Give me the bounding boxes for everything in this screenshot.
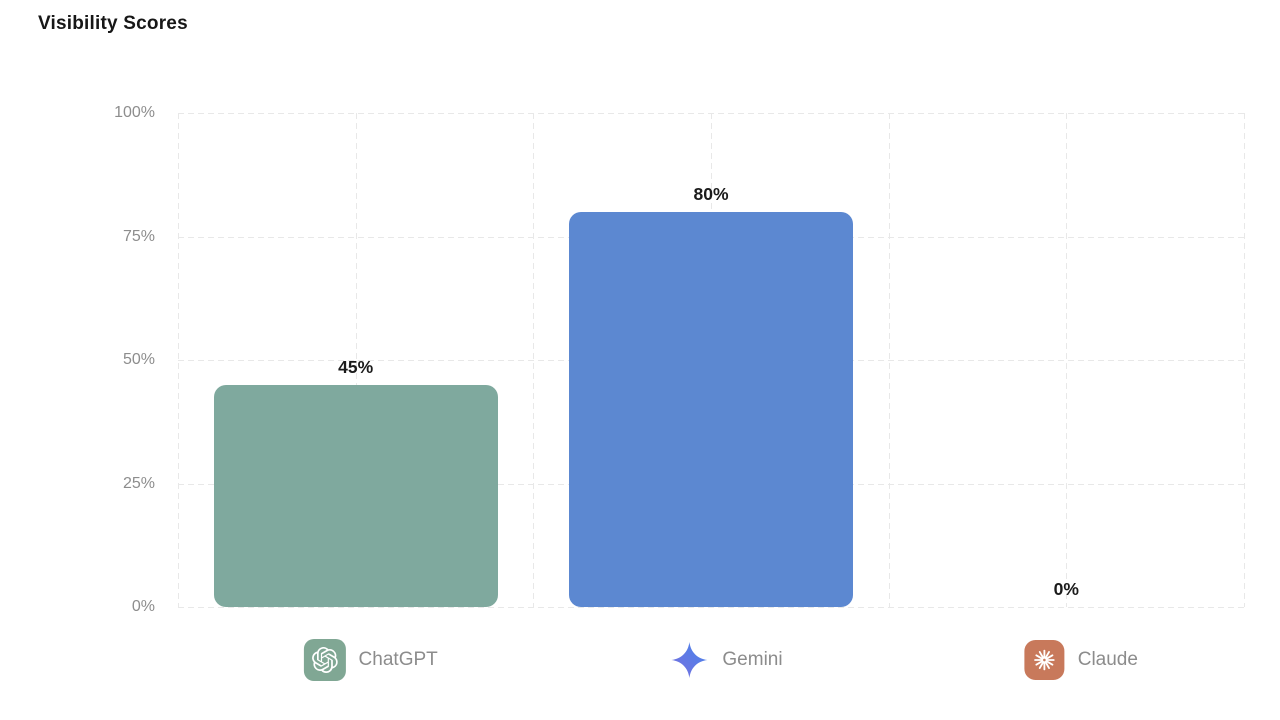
y-axis-tick-label: 0% xyxy=(131,598,155,615)
bar-value-label-gemini: 80% xyxy=(693,183,729,204)
gridline-vertical xyxy=(533,113,535,607)
bar-gemini xyxy=(569,211,853,607)
gridline-vertical xyxy=(355,113,357,607)
legend-label-claude: Claude xyxy=(1077,649,1138,670)
y-axis-tick-label: 25% xyxy=(122,474,155,492)
bar-value-label-claude: 0% xyxy=(1053,579,1079,599)
chatgpt-icon xyxy=(303,639,346,681)
gridline-horizontal xyxy=(178,607,1244,608)
bar-chart-plot-area: 0% 25% 50% 75% 100% 45% 80% 0% xyxy=(114,104,1245,615)
legend-label-chatgpt: ChatGPT xyxy=(358,649,438,670)
bar-chatgpt xyxy=(213,384,498,607)
y-axis-tick-label: 50% xyxy=(122,351,155,368)
legend-item-chatgpt: ChatGPT xyxy=(303,637,438,683)
gridline-vertical xyxy=(1244,113,1245,607)
bar-value-label-chatgpt: 45% xyxy=(338,356,374,377)
gemini-star-icon xyxy=(671,642,708,678)
claude-icon xyxy=(1024,640,1065,680)
gridline-vertical xyxy=(1066,113,1068,607)
gridline-vertical xyxy=(178,113,179,607)
y-axis-tick-label: 100% xyxy=(114,104,155,121)
legend-item-gemini: Gemini xyxy=(669,637,783,683)
legend-label-gemini: Gemini xyxy=(722,649,783,670)
y-axis-tick-label: 75% xyxy=(122,227,155,245)
gridline-vertical xyxy=(888,113,890,607)
page-title: Visibility Scores xyxy=(38,13,188,34)
legend-item-claude: Claude xyxy=(1024,637,1138,683)
